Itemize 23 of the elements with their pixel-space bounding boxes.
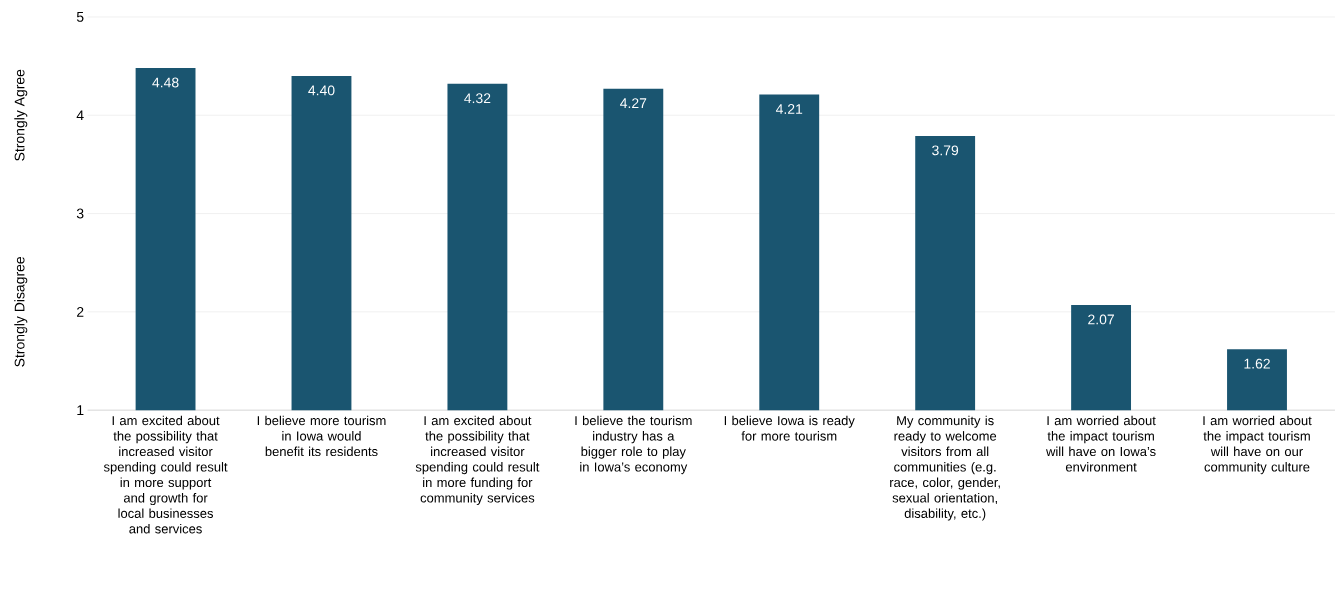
x-tick-label: I believe Iowa is ready for more tourism: [724, 415, 855, 441]
y-tick-label: 5: [76, 12, 84, 22]
x-tick-label: I am worried about the impact tourism will have on Iowa’s environment: [1046, 415, 1156, 472]
x-tick-label: I am worried about the impact tourism will have on our community culture: [1203, 415, 1312, 475]
data-label: 4.48: [152, 77, 179, 88]
y-tick-label: 3: [76, 208, 84, 219]
data-label: 4.21: [775, 104, 803, 114]
data-label: 1.62: [1244, 358, 1270, 369]
x-tick-label: I am excited about the possibility that increased visitor spending could result in more support and growth for local businesses and services: [103, 415, 228, 534]
y-tick-label: 4: [76, 110, 84, 121]
x-tick-label: My community is ready to welcome visitors from all communities (e.g. race, color, gender, sexual orientation, disability, etc.): [890, 415, 1000, 521]
data-label: 2.07: [1088, 314, 1114, 325]
x-tick-label: I believe more tourism in Iowa would benefit its residents: [257, 415, 386, 457]
data-label: 3.79: [932, 145, 959, 156]
x-tick-label: I am excited about the possibility that increased visitor spending could result in more funding for community services: [415, 415, 540, 506]
text: Strongly Agree: [14, 69, 28, 161]
text: Strongly Disagree: [14, 257, 28, 367]
data-label: 4.32: [464, 93, 491, 104]
data-label: 4.27: [620, 98, 647, 109]
data-label: 4.40: [308, 85, 335, 96]
y-tick-label: 1: [77, 405, 84, 416]
x-tick-label: I believe the tourism industry has a bigger role to play in Iowa’s economy: [575, 415, 692, 475]
y-tick-label: 2: [77, 307, 84, 317]
